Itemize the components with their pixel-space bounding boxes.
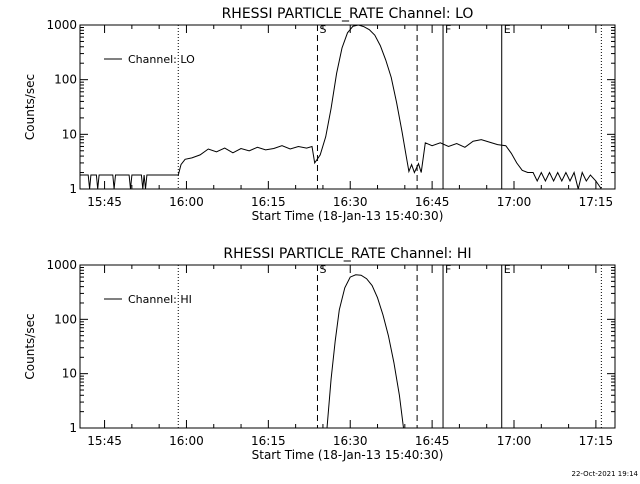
y-tick-label: 100 — [54, 312, 77, 326]
x-tick-label: 16:15 — [251, 434, 286, 448]
marker-label: S — [319, 263, 326, 276]
plot-frame — [79, 24, 616, 190]
marker-label: F — [445, 263, 451, 276]
series-line — [326, 274, 404, 429]
marker-label: F — [445, 23, 451, 36]
y-tick-label: 1 — [69, 182, 77, 196]
panel-lo: RHESSI PARTICLE_RATE Channel: LO 1 10 100 10… — [23, 6, 616, 223]
x-axis-label: Start Time (18-Jan-13 15:40:30) — [252, 448, 444, 462]
marker-label: E — [504, 263, 511, 276]
x-tick-label: 15:45 — [87, 434, 122, 448]
y-tick-label: 1 — [69, 421, 77, 435]
y-tick-label: 10 — [62, 367, 77, 381]
x-tick-label: 16:00 — [169, 195, 204, 209]
x-axis-label: Start Time (18-Jan-13 15:40:30) — [252, 209, 444, 223]
x-tick-label: 15:45 — [87, 195, 122, 209]
x-tick-label: 16:45 — [415, 195, 450, 209]
y-tick-label: 100 — [54, 73, 77, 87]
x-tick-label: 17:15 — [579, 434, 614, 448]
x-tick-label: 16:45 — [415, 434, 450, 448]
plot-frame — [79, 264, 616, 429]
y-tick-label: 1000 — [46, 18, 77, 32]
footer-timestamp: 22-Oct-2021 19:14 — [572, 470, 639, 478]
y-axis-label: Counts/sec — [23, 74, 37, 140]
x-tick-label: 17:00 — [497, 434, 532, 448]
x-tick-label: 17:15 — [579, 195, 614, 209]
chart-title: RHESSI PARTICLE_RATE Channel: LO — [222, 6, 474, 22]
x-tick-label: 16:00 — [169, 434, 204, 448]
marker-label: E — [504, 23, 511, 36]
x-tick-label: 16:30 — [333, 195, 368, 209]
marker-label: S — [319, 23, 326, 36]
x-tick-label: 17:00 — [497, 195, 532, 209]
legend-entry: Channel: LO — [128, 53, 195, 66]
panel-hi: RHESSI PARTICLE_RATE Channel: HI 1 10 100 10… — [23, 246, 616, 462]
x-tick-label: 16:15 — [251, 195, 286, 209]
series-line — [80, 24, 602, 190]
x-tick-label: 16:30 — [333, 434, 368, 448]
chart-title: RHESSI PARTICLE_RATE Channel: HI — [223, 246, 471, 262]
y-axis-label: Counts/sec — [23, 313, 37, 379]
y-tick-label: 1000 — [46, 258, 77, 272]
legend-entry: Channel: HI — [128, 293, 192, 306]
y-tick-label: 10 — [62, 127, 77, 141]
